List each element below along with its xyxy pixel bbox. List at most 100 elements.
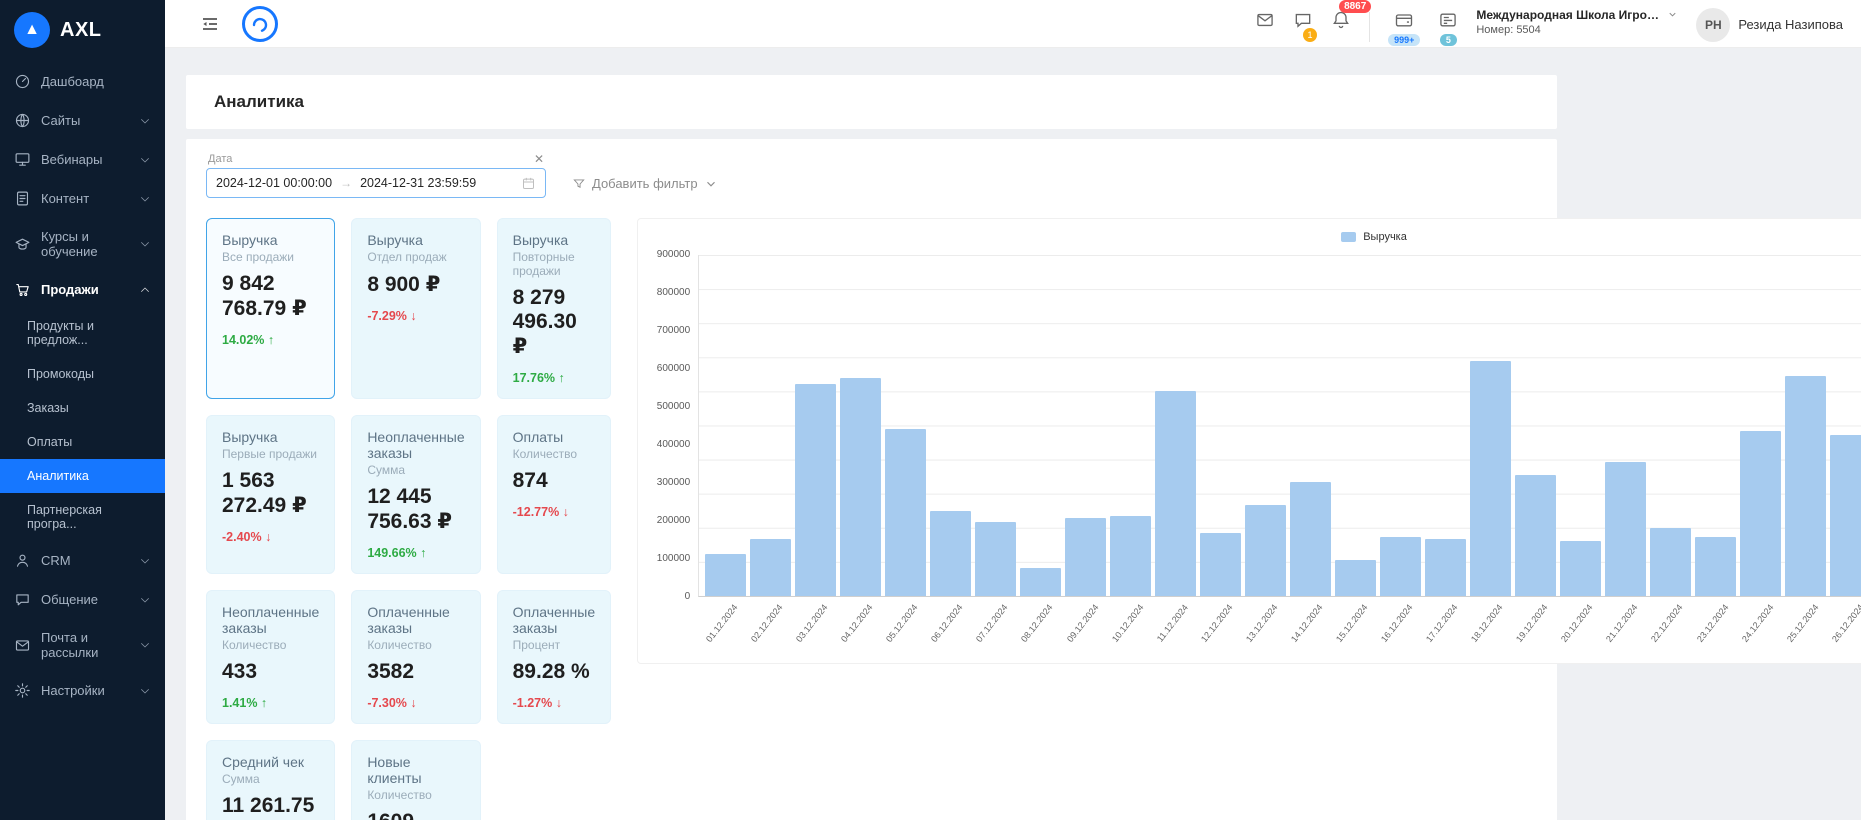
sidebar-item-communication[interactable]: Общение bbox=[0, 580, 165, 619]
close-icon[interactable]: ✕ bbox=[533, 152, 544, 166]
chart-bar[interactable] bbox=[1693, 255, 1738, 596]
sidebar-item-webinars[interactable]: Вебинары bbox=[0, 140, 165, 179]
sidebar-item-payments[interactable]: Оплаты bbox=[27, 435, 73, 449]
metric-card[interactable]: Оплаты Количество 874 -12.77% ↓ bbox=[496, 415, 612, 574]
metric-subtitle: Количество bbox=[512, 447, 578, 461]
chart-bar[interactable] bbox=[1018, 255, 1063, 596]
chart-bar[interactable] bbox=[1513, 255, 1558, 596]
y-axis-tick: 300000 bbox=[656, 477, 691, 488]
chart-bar[interactable] bbox=[1288, 255, 1333, 596]
y-axis-tick: 500000 bbox=[656, 401, 691, 412]
bell-icon[interactable] bbox=[1331, 10, 1351, 30]
chart-bar[interactable] bbox=[793, 255, 838, 596]
chart-bar[interactable] bbox=[1243, 255, 1288, 596]
chevron-down-icon bbox=[139, 555, 151, 567]
chart-bar[interactable] bbox=[1648, 255, 1693, 596]
chart-plot bbox=[698, 255, 1861, 597]
school-selector[interactable]: Международная Школа Игропра... Номер: 55… bbox=[1476, 8, 1678, 36]
chart-bar[interactable] bbox=[928, 255, 973, 596]
sidebar-item-settings[interactable]: Настройки bbox=[0, 671, 165, 710]
date-range-input[interactable]: 2024-12-01 00:00:00 → 2024-12-31 23:59:5… bbox=[206, 168, 546, 198]
support-icon[interactable] bbox=[242, 5, 278, 42]
sidebar-collapse-icon[interactable] bbox=[200, 14, 220, 34]
chat-bubble-icon[interactable] bbox=[1293, 10, 1313, 30]
chat-badge: 1 bbox=[1303, 27, 1318, 42]
metric-card[interactable]: Выручка Первые продажи 1 563 272.49 ₽ -2.40… bbox=[206, 415, 336, 574]
chart-bar[interactable] bbox=[1198, 255, 1243, 596]
metric-subtitle: Первые продажи bbox=[222, 447, 317, 461]
chart-bar[interactable] bbox=[1468, 255, 1513, 596]
metric-card[interactable]: Неоплаченные заказы Сумма 12 445 756.63 ₽ 1… bbox=[351, 415, 481, 574]
webinar-icon bbox=[14, 151, 31, 168]
sidebar-item-courses[interactable]: Курсы и обучение bbox=[0, 218, 165, 270]
arrow-down-icon: ↓ bbox=[265, 530, 272, 544]
date-from-value[interactable]: 2024-12-01 00:00:00 bbox=[216, 176, 333, 190]
chart-bar[interactable] bbox=[748, 255, 793, 596]
chart-bar[interactable] bbox=[1108, 255, 1153, 596]
chart-bar[interactable] bbox=[1333, 255, 1378, 596]
metric-title: Средний чек bbox=[222, 754, 305, 770]
sidebar-item-label: CRM bbox=[41, 553, 71, 568]
chat-icon bbox=[14, 591, 31, 608]
sidebar-item-products[interactable]: Продукты и предлож... bbox=[27, 319, 94, 347]
chart-bar[interactable] bbox=[1063, 255, 1108, 596]
date-to-value[interactable]: 2024-12-31 23:59:59 bbox=[360, 176, 477, 190]
brand-logo[interactable]: ▲ AXL bbox=[0, 0, 165, 62]
sidebar-item-mailings[interactable]: Почта и рассылки bbox=[0, 619, 165, 671]
sidebar-item-label: Курсы и обучение bbox=[41, 229, 98, 259]
sidebar-item-dashboard[interactable]: Дашбоард bbox=[0, 62, 165, 101]
metric-title: Выручка bbox=[222, 232, 278, 248]
wallet-icon[interactable] bbox=[1394, 10, 1414, 30]
card-badge: 5 bbox=[1439, 33, 1457, 46]
sidebar-item-content[interactable]: Контент bbox=[0, 179, 165, 218]
user-menu[interactable]: РН Резида Назипова bbox=[1696, 7, 1843, 42]
chart-bar[interactable] bbox=[703, 255, 748, 596]
chart-bar[interactable] bbox=[1783, 255, 1828, 596]
metric-card[interactable]: Неоплаченные заказы Количество 433 1.41% ↑ bbox=[206, 590, 336, 724]
chart-bar[interactable] bbox=[883, 255, 928, 596]
sales-icon bbox=[14, 281, 31, 298]
metric-title: Выручка bbox=[222, 429, 278, 445]
sidebar-item-promocodes[interactable]: Промокоды bbox=[27, 367, 94, 381]
sidebar-item-analytics[interactable]: Аналитика bbox=[0, 459, 165, 493]
chart-bar[interactable] bbox=[973, 255, 1018, 596]
chart-bar[interactable] bbox=[1828, 255, 1861, 596]
chart-legend[interactable]: Выручка bbox=[646, 231, 1861, 243]
metric-value: 3582 bbox=[367, 660, 415, 683]
sidebar: ▲ AXL Дашбоард Сайты Вебинары Контент Курсы … bbox=[0, 0, 165, 820]
chart-bar[interactable] bbox=[838, 255, 883, 596]
metric-card[interactable]: Средний чек Сумма 11 261.75 ₽ bbox=[206, 740, 336, 820]
metric-card[interactable]: Выручка Повторные продажи 8 279 496.30 ₽ 17… bbox=[496, 218, 612, 399]
sidebar-item-orders[interactable]: Заказы bbox=[27, 401, 69, 415]
chart-bar[interactable] bbox=[1558, 255, 1603, 596]
page-header: Аналитика bbox=[186, 75, 1557, 129]
card-icon[interactable] bbox=[1438, 10, 1458, 30]
metric-card[interactable]: Выручка Отдел продаж 8 900 ₽ -7.29% ↓ bbox=[351, 218, 481, 399]
metric-value: 433 bbox=[222, 660, 258, 683]
arrow-right-icon: → bbox=[340, 176, 353, 190]
chart-bar[interactable] bbox=[1423, 255, 1468, 596]
filter-row: Дата ✕ 2024-12-01 00:00:00 → 2024-12-31 … bbox=[206, 153, 1537, 198]
sidebar-item-sites[interactable]: Сайты bbox=[0, 101, 165, 140]
mail-icon[interactable] bbox=[1255, 10, 1275, 30]
chart-bar[interactable] bbox=[1153, 255, 1198, 596]
sidebar-item-label: Дашбоард bbox=[41, 74, 104, 89]
chart-bar[interactable] bbox=[1378, 255, 1423, 596]
arrow-up-icon: ↑ bbox=[260, 696, 268, 710]
metric-card[interactable]: Выручка Все продажи 9 842 768.79 ₽ 14.02% ↑ bbox=[206, 218, 336, 399]
chevron-down-icon bbox=[139, 115, 151, 127]
metric-card[interactable]: Оплаченные заказы Количество 3582 -7.30% ↓ bbox=[351, 590, 481, 724]
sidebar-item-partner-program[interactable]: Партнерская програ... bbox=[27, 503, 102, 531]
sidebar-item-sales[interactable]: Продажи bbox=[0, 270, 165, 309]
metric-card[interactable]: Новые клиенты Количество 1609 bbox=[351, 740, 481, 820]
add-filter-button[interactable]: Добавить фильтр bbox=[572, 176, 718, 198]
metric-subtitle: Количество bbox=[367, 788, 432, 802]
metric-card[interactable]: Оплаченные заказы Процент 89.28 % -1.27% ↓ bbox=[496, 590, 612, 724]
metric-value: 1 563 272.49 ₽ bbox=[222, 469, 307, 517]
date-filter: Дата ✕ 2024-12-01 00:00:00 → 2024-12-31 … bbox=[206, 153, 546, 198]
chevron-down-icon bbox=[1667, 9, 1678, 20]
chart-bar[interactable] bbox=[1738, 255, 1783, 596]
metric-title: Оплаченные заказы bbox=[367, 604, 450, 636]
chart-bar[interactable] bbox=[1603, 255, 1648, 596]
sidebar-item-crm[interactable]: CRM bbox=[0, 541, 165, 580]
